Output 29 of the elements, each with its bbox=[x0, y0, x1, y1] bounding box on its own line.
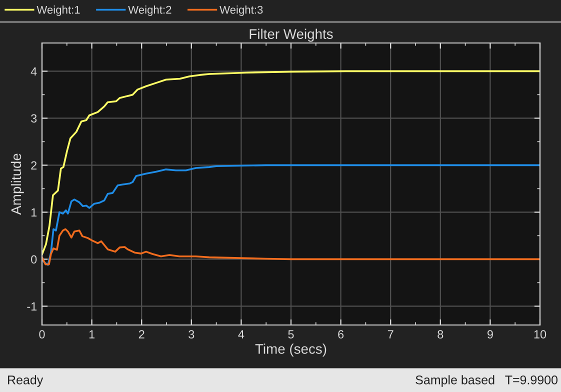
y-tick-label: 3 bbox=[31, 114, 37, 123]
x-axis-title: Time (secs) bbox=[255, 344, 326, 357]
x-tick-label: 7 bbox=[388, 330, 394, 338]
text: Sample based bbox=[416, 375, 494, 387]
text: Ready bbox=[8, 375, 44, 387]
y-tick-label: 0 bbox=[31, 255, 37, 264]
y-tick-label: 1 bbox=[31, 208, 37, 216]
legend-label: Weight:1 bbox=[36, 6, 80, 16]
line-series bbox=[42, 70, 540, 256]
legend-label: Weight:3 bbox=[220, 6, 263, 16]
x-tick-label: 3 bbox=[188, 330, 194, 339]
x-tick-label: 9 bbox=[487, 330, 493, 339]
x-tick-label: 4 bbox=[238, 330, 244, 338]
line-series bbox=[42, 228, 540, 266]
y-axis-title: Amplitude bbox=[10, 154, 24, 215]
y-tick-label: -1 bbox=[27, 302, 37, 310]
chart-title: Filter Weights bbox=[250, 28, 333, 42]
legend-label: Weight:2 bbox=[128, 6, 172, 16]
x-tick-label: 0 bbox=[39, 330, 45, 339]
x-tick-label: 1 bbox=[89, 330, 95, 338]
x-tick-label: 2 bbox=[138, 330, 144, 338]
x-tick-label: 5 bbox=[288, 330, 294, 339]
x-tick-label: 6 bbox=[338, 330, 344, 339]
y-tick-label: 2 bbox=[31, 161, 37, 170]
x-tick-label: 10 bbox=[534, 330, 546, 339]
x-tick-label: 8 bbox=[438, 330, 444, 339]
line-series bbox=[42, 164, 540, 266]
y-tick-label: 4 bbox=[30, 67, 37, 76]
text: T=9.9900 bbox=[505, 376, 558, 384]
